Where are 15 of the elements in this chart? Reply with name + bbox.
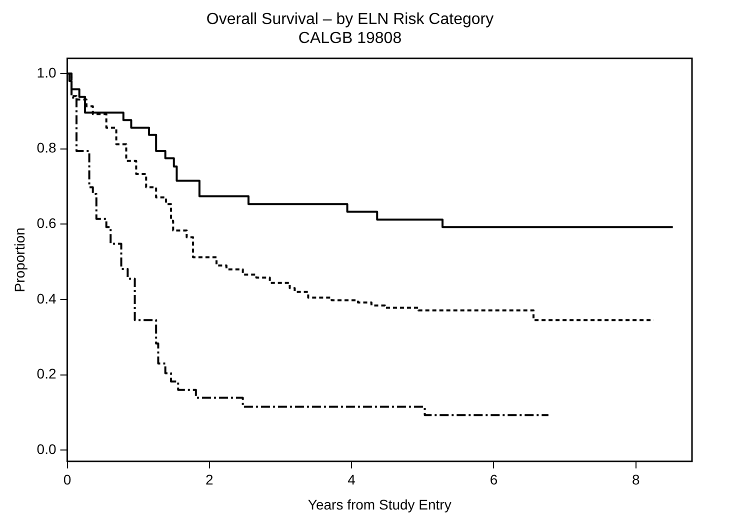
x-tick-label: 6 [490,472,498,488]
y-tick-label: 0.8 [36,140,56,156]
x-axis-title: Years from Study Entry [308,496,452,512]
y-axis-title: Proportion [11,228,28,292]
y-tick-label: 1.0 [36,64,56,80]
x-tick-label: 0 [63,472,72,488]
x-tick-label: 2 [206,472,214,488]
chart-title: Overall Survival – by ELN Risk Category [206,11,494,28]
x-tick-label: 4 [348,472,356,488]
y-tick-label: 0.4 [36,290,56,306]
chart-subtitle: CALGB 19808 [298,30,402,48]
y-tick-label: 0.0 [36,440,56,457]
y-tick-label: 0.2 [36,366,56,382]
y-tick-label: 0.6 [36,214,56,231]
x-tick-label: 8 [632,472,640,488]
